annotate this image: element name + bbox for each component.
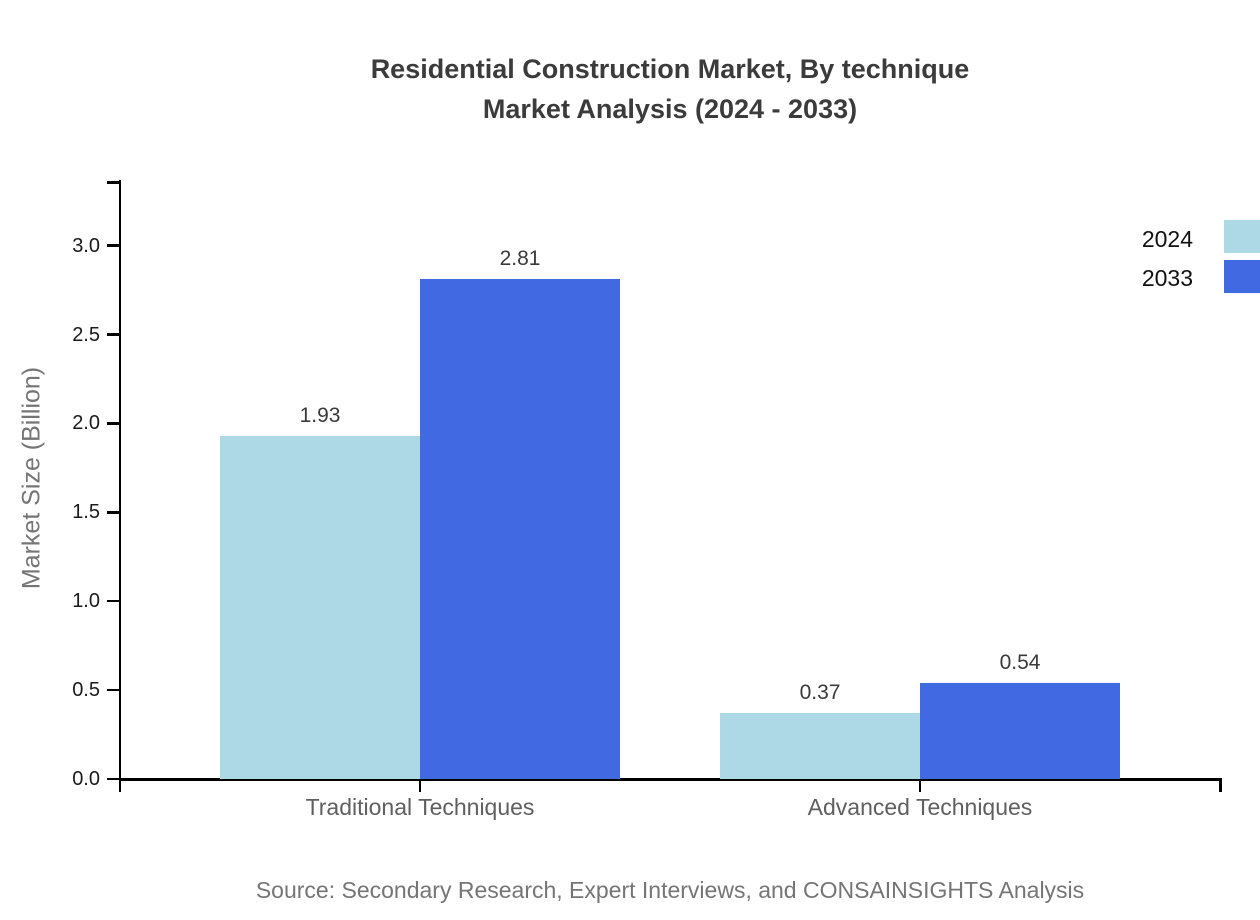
y-tick xyxy=(107,244,120,247)
y-tick-label: 3.0 xyxy=(72,234,100,257)
y-axis-line xyxy=(118,180,121,792)
y-tick-label: 1.0 xyxy=(72,590,100,613)
bar-2033-1 xyxy=(920,682,1120,779)
bar-value-label: 2.81 xyxy=(499,247,541,271)
y-tick-label: 0.5 xyxy=(72,679,100,702)
y-tick-label: 1.5 xyxy=(72,501,100,524)
bar-value-label: 1.93 xyxy=(299,403,341,427)
legend-label-2033: 2033 xyxy=(1141,265,1193,291)
chart-title-line-1: Residential Construction Market, By tech… xyxy=(370,54,970,84)
bar-2033-0 xyxy=(420,279,620,779)
source-attribution: Source: Secondary Research, Expert Inter… xyxy=(255,877,1085,903)
y-tick xyxy=(107,333,120,336)
y-tick-label: 2.5 xyxy=(72,323,100,346)
y-tick xyxy=(107,688,120,692)
legend-swatch-2024 xyxy=(1224,220,1260,253)
y-axis-top-cap xyxy=(107,181,120,184)
bar-value-label: 0.37 xyxy=(799,681,841,705)
legend-label-2024: 2024 xyxy=(1141,226,1193,252)
x-axis-line xyxy=(118,778,1222,781)
x-category-label: Traditional Techniques xyxy=(305,794,535,820)
x-category-label: Advanced Techniques xyxy=(807,794,1033,820)
x-axis-right-cap xyxy=(1219,779,1222,792)
y-tick xyxy=(107,422,120,425)
bar-value-label: 0.54 xyxy=(999,650,1041,674)
y-tick-label: 2.0 xyxy=(72,412,100,435)
bar-2024-1 xyxy=(720,713,920,779)
y-tick-label: 0.0 xyxy=(72,768,100,790)
bar-2024-0 xyxy=(220,435,420,779)
y-tick xyxy=(107,511,120,514)
chart-title-line-2: Market Analysis (2024 - 2033) xyxy=(482,94,858,124)
x-tick xyxy=(918,780,922,792)
legend-swatch-2033 xyxy=(1224,260,1260,293)
chart-title: Residential Construction Market, By tech… xyxy=(80,49,1260,129)
y-axis-title: Market Size (Billion) xyxy=(17,366,46,590)
x-tick xyxy=(418,780,422,792)
y-tick xyxy=(107,777,120,781)
y-tick xyxy=(107,599,120,603)
